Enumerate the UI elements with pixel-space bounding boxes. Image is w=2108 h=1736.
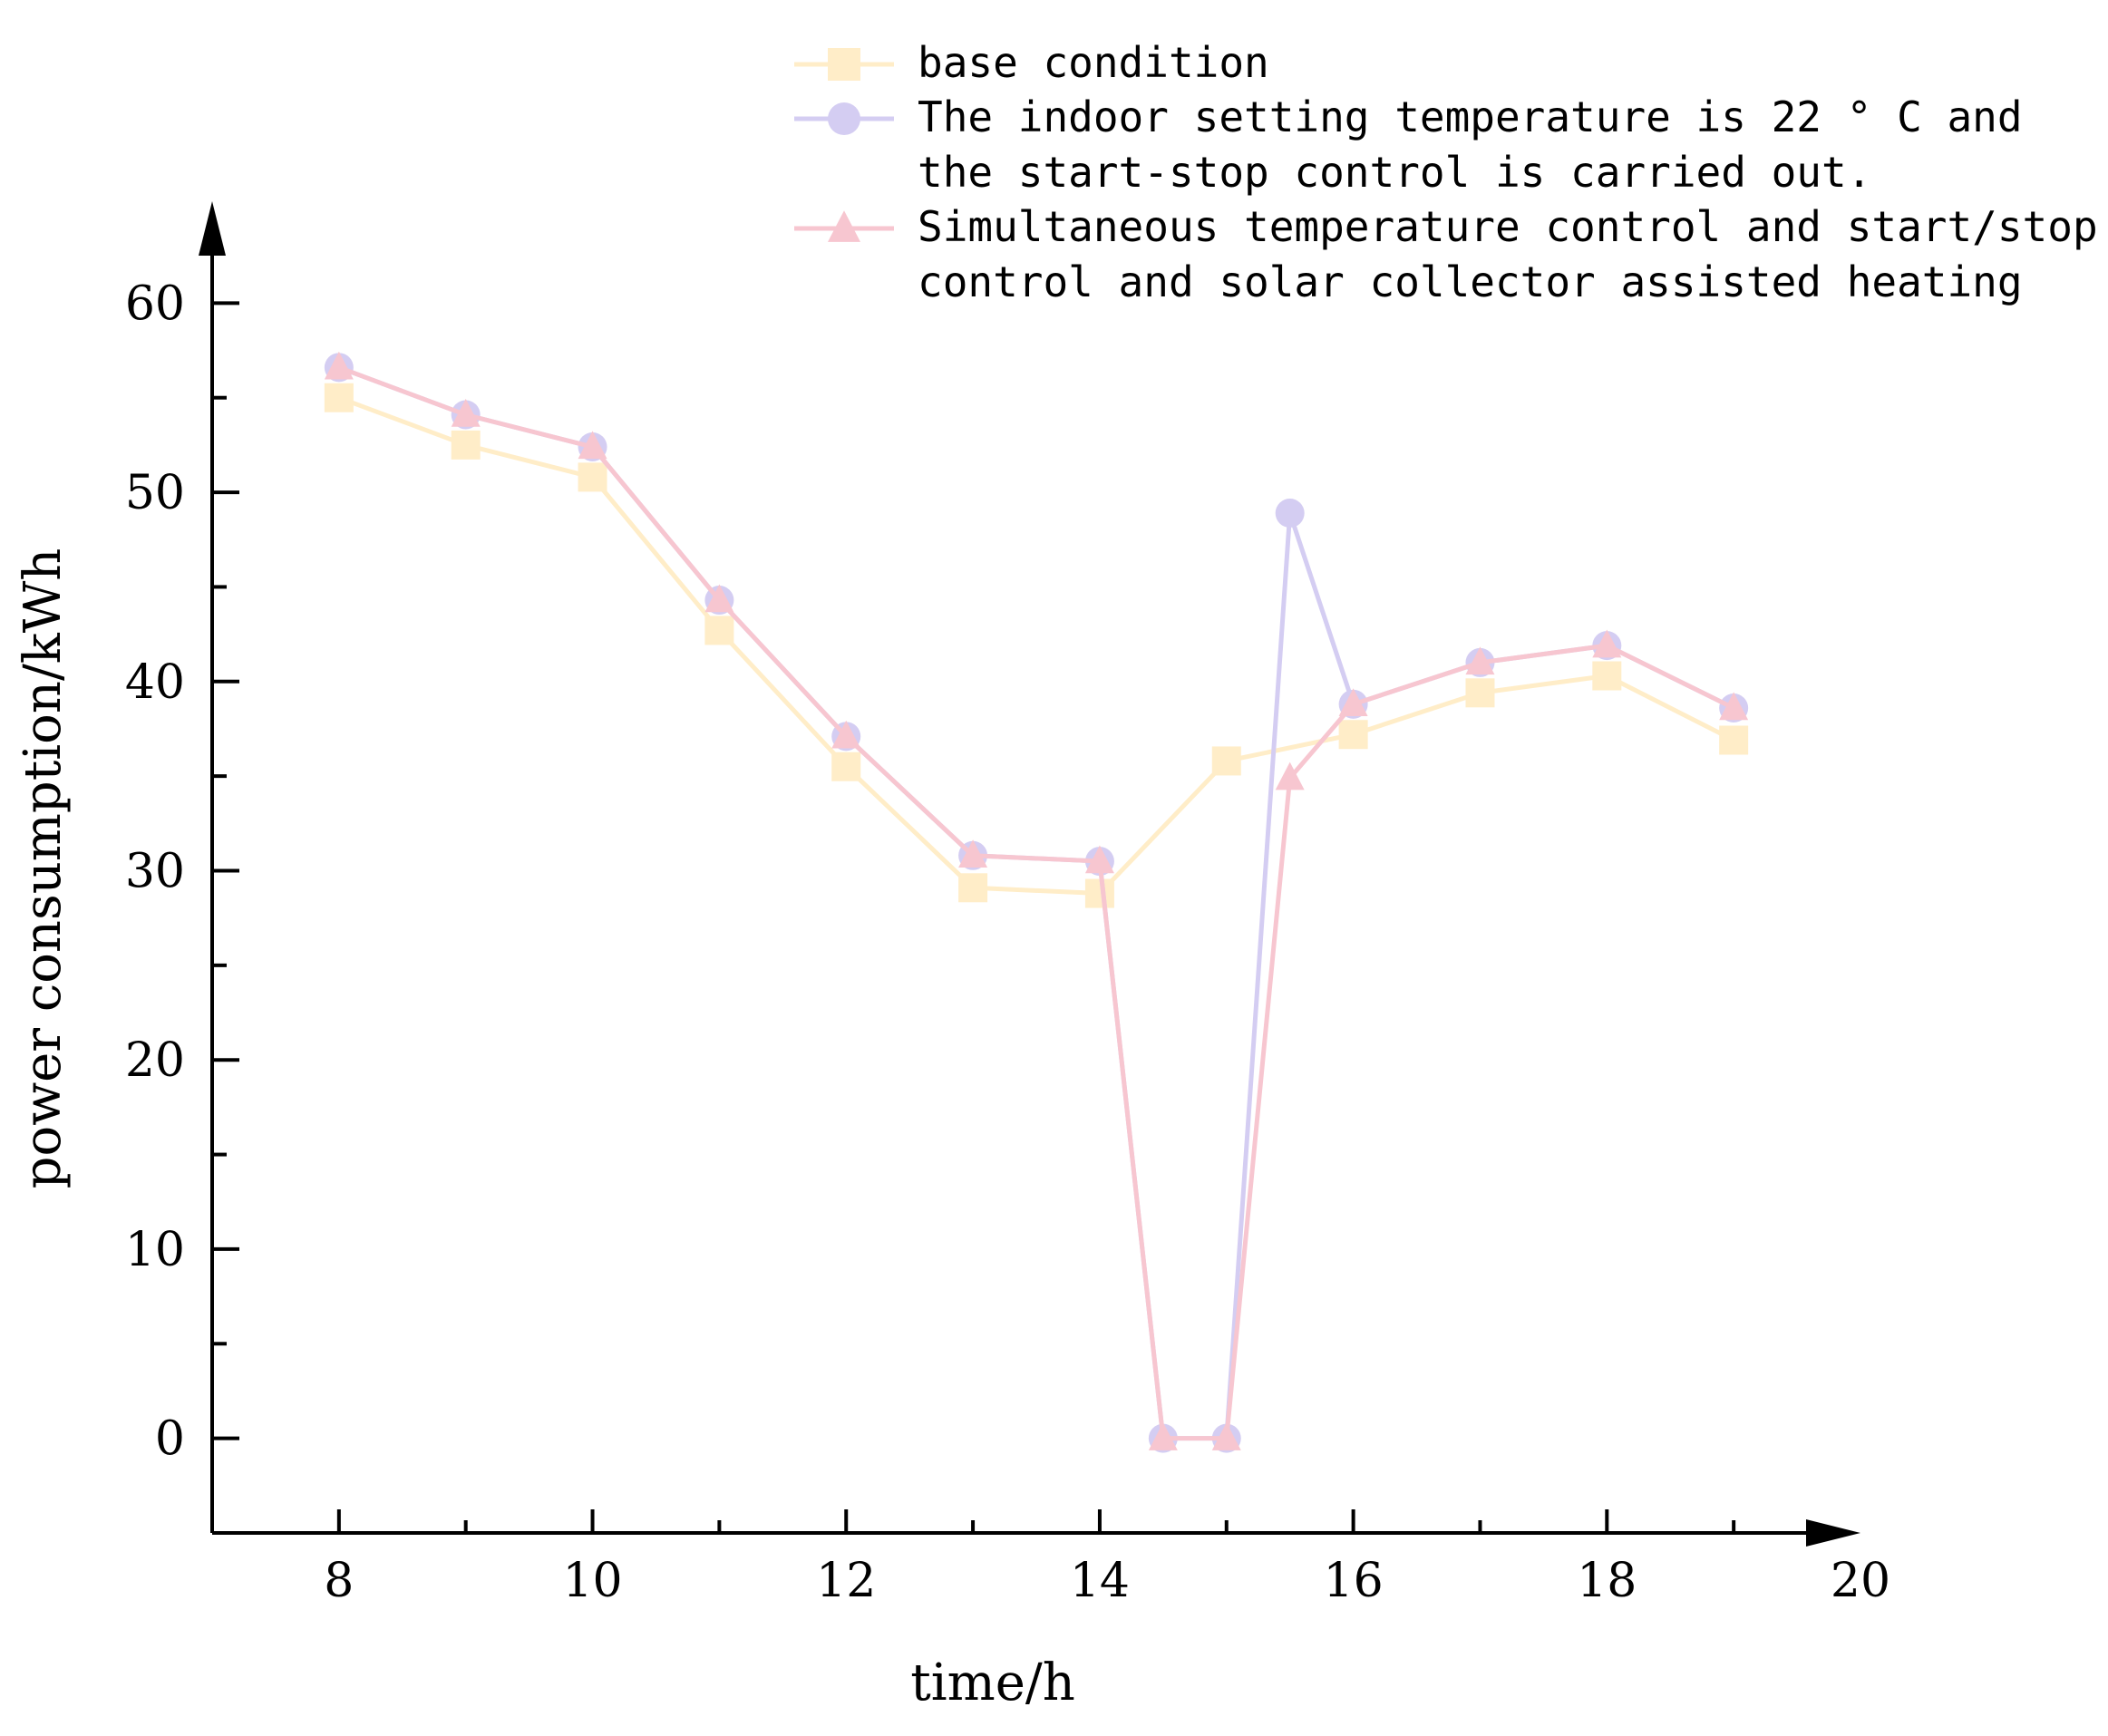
data-point xyxy=(1275,761,1305,790)
data-point xyxy=(451,398,481,427)
legend-label: base condition xyxy=(918,38,1269,87)
series-solar-assisted xyxy=(324,351,1749,1450)
y-tick-label: 30 xyxy=(125,845,185,899)
x-tick-label: 10 xyxy=(562,1554,622,1608)
legend: base condition The indoor setting tempera… xyxy=(794,38,2098,306)
legend-marker-triangle xyxy=(828,210,860,242)
x-axis-arrow xyxy=(1806,1519,1860,1547)
data-point xyxy=(1211,1422,1241,1450)
series-line xyxy=(337,364,1735,1441)
data-point xyxy=(324,383,354,412)
legend-label: Simultaneous temperature control and sta… xyxy=(918,202,2098,251)
y-axis-arrow xyxy=(199,201,226,256)
y-axis-label: power consumption/kWh xyxy=(14,548,73,1189)
x-tick-label: 8 xyxy=(324,1554,354,1608)
legend-label: the start-stop control is carried out. xyxy=(918,148,1871,197)
x-tick-label: 12 xyxy=(816,1554,876,1608)
data-point xyxy=(831,720,861,749)
series-line xyxy=(337,395,1735,897)
data-point xyxy=(1719,725,1749,755)
y-tick-label: 40 xyxy=(125,655,185,710)
series-line xyxy=(337,364,1735,1441)
x-tick-label: 18 xyxy=(1577,1554,1637,1608)
data-point xyxy=(451,430,481,460)
x-tick-label: 16 xyxy=(1324,1554,1384,1608)
y-tick-label: 10 xyxy=(125,1223,185,1277)
x-tick-label: 20 xyxy=(1831,1554,1890,1608)
data-point xyxy=(1338,688,1368,717)
y-tick-label: 0 xyxy=(155,1412,185,1467)
data-point xyxy=(578,431,607,460)
legend-label: The indoor setting temperature is 22 ° C… xyxy=(918,92,2023,141)
series-base-condition xyxy=(324,383,1749,908)
legend-marker-square xyxy=(828,48,860,81)
data-point xyxy=(1338,720,1368,750)
data-point xyxy=(831,752,861,781)
data-point xyxy=(704,616,734,645)
data-point xyxy=(578,462,607,492)
legend-marker-circle xyxy=(828,102,860,135)
y-tick-label: 60 xyxy=(125,276,185,331)
legend-label: control and solar collector assisted hea… xyxy=(918,257,2023,306)
axes: 8 10 12 14 16 18 20 0 10 20 30 40 50 60 xyxy=(125,201,1890,1608)
data-point xyxy=(1592,661,1622,691)
series-layer xyxy=(324,351,1749,1453)
data-point xyxy=(1084,878,1114,908)
data-point xyxy=(324,351,354,380)
data-point xyxy=(704,584,734,613)
x-tick-label: 14 xyxy=(1070,1554,1130,1608)
x-axis-label: time/h xyxy=(910,1654,1075,1712)
y-tick-label: 20 xyxy=(125,1033,185,1088)
data-point xyxy=(1592,629,1622,658)
data-point xyxy=(1148,1422,1178,1450)
data-point xyxy=(1275,499,1305,529)
data-point xyxy=(1719,692,1749,721)
data-point xyxy=(958,873,988,903)
data-point xyxy=(1465,646,1495,675)
data-point xyxy=(1465,678,1495,708)
data-point xyxy=(1211,746,1241,776)
data-point xyxy=(958,839,988,868)
series-start-stop-control xyxy=(324,353,1749,1453)
data-point xyxy=(1084,845,1114,874)
y-tick-label: 50 xyxy=(125,466,185,520)
